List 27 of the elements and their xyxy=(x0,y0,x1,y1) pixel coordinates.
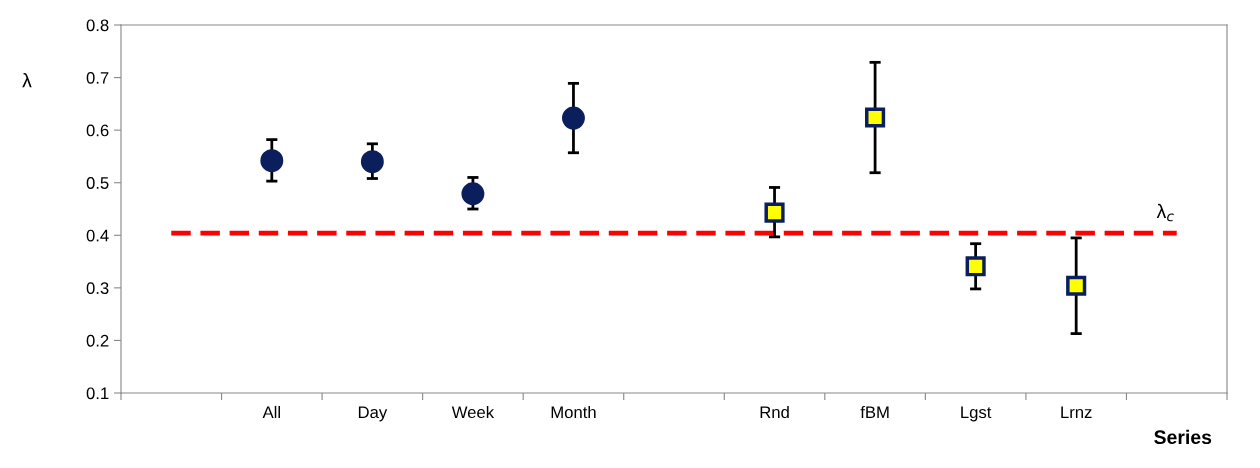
point xyxy=(965,256,986,277)
x-tick-label: Rnd xyxy=(760,405,789,419)
x-tick-label: Day xyxy=(358,406,388,422)
y-tick-label: 0.2 xyxy=(86,334,109,347)
point xyxy=(1066,275,1087,296)
point xyxy=(360,150,384,174)
annotation: λ$_{c}$ xyxy=(1156,203,1174,222)
y-tick-label: 0.1 xyxy=(86,387,109,400)
y-tick-label: 0.3 xyxy=(86,282,109,295)
y-tick-label: 0.6 xyxy=(86,124,109,137)
y-tick-label: 0.8 xyxy=(86,19,109,32)
x-axis-title: Series xyxy=(1154,429,1212,445)
x-tick-label: Lgst xyxy=(961,406,992,422)
x-tick-label: All xyxy=(262,405,280,418)
point xyxy=(461,182,485,206)
point xyxy=(865,107,886,128)
x-tick-label: Week xyxy=(451,405,495,419)
point xyxy=(764,202,785,223)
x-tick-label: Month xyxy=(551,405,596,419)
y-tick-label: 0.7 xyxy=(86,71,109,84)
point xyxy=(260,149,284,173)
x-tick-label: fBM xyxy=(860,405,889,418)
point xyxy=(561,106,585,130)
y-tick-label: 0.5 xyxy=(86,177,109,189)
y-tick-label: 0.4 xyxy=(86,229,109,242)
x-tick-label: Lrnz xyxy=(1061,406,1092,418)
y-axis-title: λ xyxy=(22,73,32,88)
